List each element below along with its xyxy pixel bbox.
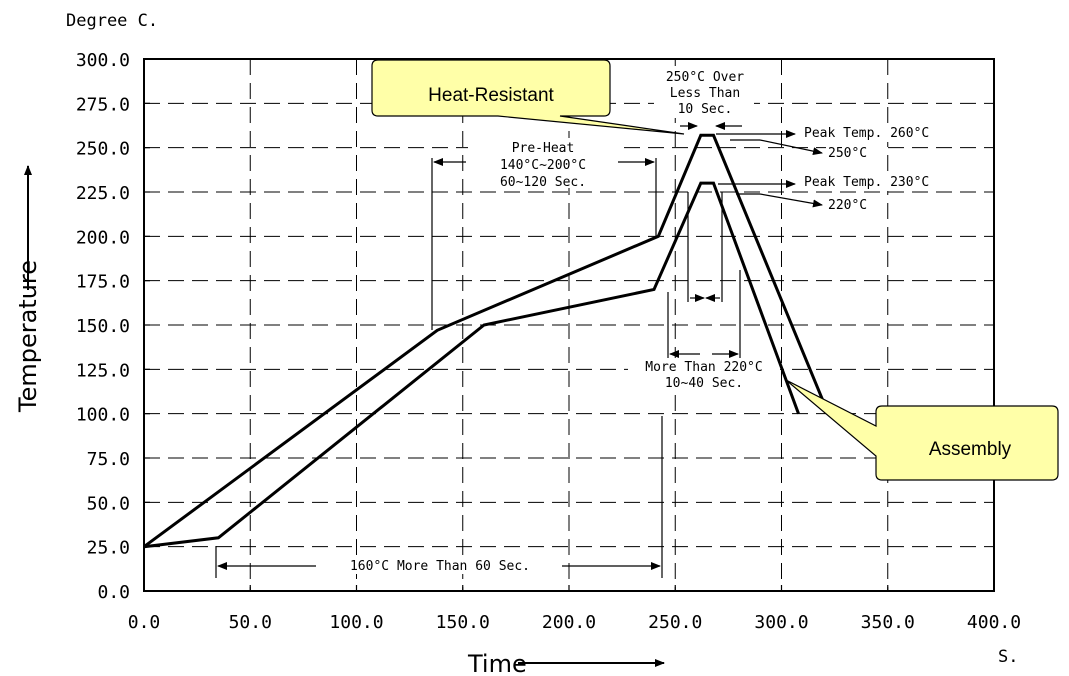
callout-heat-resistant-bubble	[371, 59, 685, 135]
y-tick-label: 0.0	[97, 582, 130, 603]
l220-leader-b	[759, 193, 823, 208]
y-tick-label: 175.0	[76, 272, 130, 293]
y-tick-label: 100.0	[76, 405, 130, 426]
preheat-line-3: 60~120 Sec.	[500, 175, 586, 190]
l250-label-bg	[826, 144, 880, 162]
callout-heat-resistant: Heat-Resistant	[371, 59, 685, 135]
callout-assembly-label: Assembly	[929, 439, 1012, 460]
peak260-label-bg	[800, 124, 972, 142]
callout-heat-resistant-label: Heat-Resistant	[428, 85, 554, 106]
callout-assembly: Assembly	[785, 379, 1059, 481]
over160-label-bg	[320, 556, 560, 574]
l250-leader-b	[759, 139, 823, 156]
over250-label-bg	[654, 66, 754, 118]
x-axis-title: Time	[467, 650, 527, 676]
l250-label: 250°C	[828, 146, 867, 161]
y-tick-label: 25.0	[87, 538, 130, 559]
preheat-line-1: Pre-Heat	[512, 141, 575, 156]
series-line-heat-resistant	[143, 133, 837, 548]
series-lines	[143, 133, 837, 549]
y-tick-label: 225.0	[76, 183, 130, 204]
annotation-labels: Pre-Heat 140°C~200°C 60~120 Sec. 250°C O…	[320, 66, 972, 574]
x-unit-label: S.	[998, 647, 1018, 667]
y-tick-label: 50.0	[87, 493, 130, 514]
y-tick-label: 150.0	[76, 316, 130, 337]
y-tick-label: 275.0	[76, 94, 130, 115]
l220-label: 220°C	[828, 198, 867, 213]
series-line-assembly	[143, 181, 800, 549]
over250-line-2: Less Than	[670, 86, 740, 101]
callout-assembly-bubble	[785, 379, 1059, 481]
x-tick-label: 100.0	[329, 612, 383, 633]
x-tick-label: 200.0	[542, 612, 596, 633]
x-tick-label: 400.0	[967, 612, 1021, 633]
x-tick-label: 350.0	[861, 612, 915, 633]
annotations	[215, 122, 823, 578]
y-tick-label: 300.0	[76, 50, 130, 71]
x-tick-label: 250.0	[648, 612, 702, 633]
over220-line-1: More Than 220°C	[645, 360, 762, 375]
peak230-label: Peak Temp. 230°C	[804, 175, 929, 190]
x-tick-label: 50.0	[229, 612, 272, 633]
y-tick-label: 200.0	[76, 227, 130, 248]
tick-labels: 0.0 50.0 100.0 150.0 200.0 250.0 300.0 350.0 400…	[76, 50, 1021, 633]
peak230-label-bg	[800, 173, 972, 191]
x-tick-label: 150.0	[436, 612, 490, 633]
over220-line-2: 10~40 Sec.	[665, 376, 743, 391]
x-tick-label: 300.0	[754, 612, 808, 633]
x-tick-label: 0.0	[128, 612, 161, 633]
preheat-line-2: 140°C~200°C	[500, 158, 586, 173]
l220-label-bg	[826, 196, 880, 214]
peak260-label: Peak Temp. 260°C	[804, 126, 929, 141]
over160-label: 160°C More Than 60 Sec.	[350, 559, 530, 574]
preheat-label-bg	[468, 138, 618, 188]
over220-label-bg	[628, 358, 780, 390]
plot-frame	[143, 58, 995, 592]
over250-line-3: 10 Sec.	[678, 102, 733, 117]
unit-label: Degree C.	[66, 11, 158, 31]
y-tick-label: 75.0	[87, 449, 130, 470]
y-tick-label: 125.0	[76, 360, 130, 381]
over250-line-1: 250°C Over	[666, 70, 744, 85]
y-tick-label: 250.0	[76, 139, 130, 160]
